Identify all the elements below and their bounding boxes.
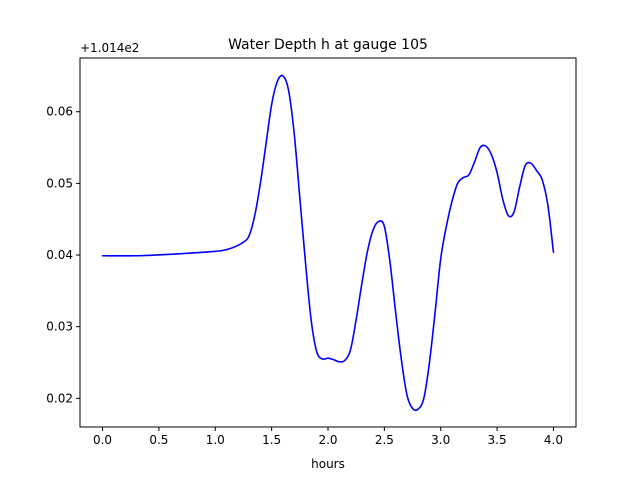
x-tick-label: 0.0: [93, 433, 112, 447]
x-tick-label: 1.0: [206, 433, 225, 447]
y-tick-label: 0.05: [46, 176, 73, 190]
x-tick-label: 3.0: [431, 433, 450, 447]
y-axis-ticks: 0.02 0.03 0.04 0.05 0.06: [46, 105, 80, 405]
plot-area-frame: [79, 57, 577, 428]
x-tick-label: 2.0: [318, 433, 337, 447]
y-tick-label: 0.03: [46, 320, 73, 334]
x-tick-label: 1.5: [262, 433, 281, 447]
y-tick-label: 0.06: [46, 105, 73, 119]
x-tick-label: 3.5: [488, 433, 507, 447]
chart-title: Water Depth h at gauge 105: [228, 37, 428, 53]
series-line: [101, 74, 555, 412]
x-tick-label: 2.5: [375, 433, 394, 447]
y-axis-offset-label: +1.014e2: [80, 41, 139, 55]
y-tick-label: 0.04: [46, 248, 73, 262]
x-axis-label: hours: [311, 457, 345, 471]
x-axis-ticks: 0.0 0.5 1.0 1.5 2.0 2.5 3.0 3.5 4.0: [93, 427, 563, 447]
x-tick-label: 0.5: [149, 433, 168, 447]
y-tick-label: 0.02: [46, 391, 73, 405]
x-tick-label: 4.0: [544, 433, 563, 447]
